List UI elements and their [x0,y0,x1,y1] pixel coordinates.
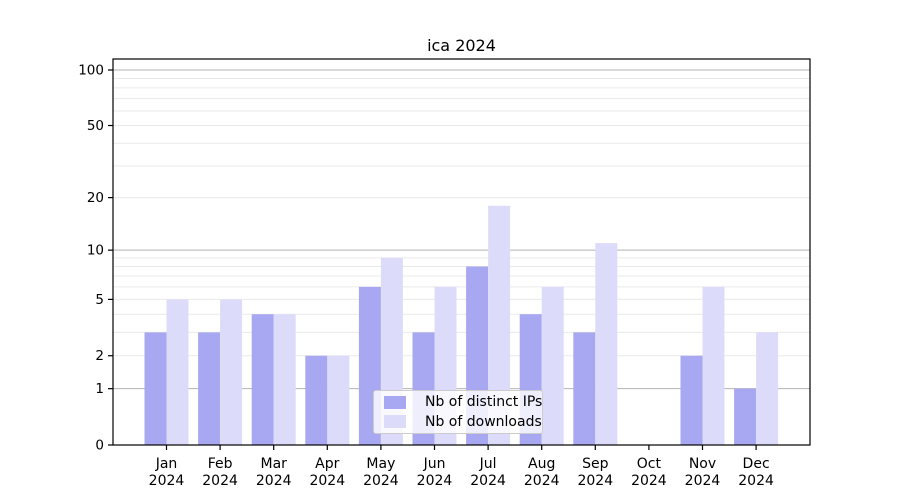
bar-nb-of-downloads-jul-2024 [488,205,511,445]
bar-nb-of-distinct-ips-sep-2024 [573,332,596,445]
x-tick-label-month: Mar [260,456,287,472]
bar-nb-of-downloads-mar-2024 [273,314,296,445]
y-tick-label: 100 [78,62,104,78]
y-tick-label: 0 [95,438,104,454]
bar-nb-of-downloads-sep-2024 [595,243,618,445]
legend-swatch-downloads-icon [384,415,406,429]
y-tick-label: 50 [87,118,104,134]
y-tick-label: 20 [87,190,104,206]
x-tick-label-year: 2024 [363,473,399,489]
x-tick-label-month: May [366,456,395,472]
y-tick-label: 10 [87,243,104,259]
bar-nb-of-distinct-ips-jan-2024 [144,332,167,445]
x-tick-label-month: Dec [743,456,770,472]
x-tick-label-year: 2024 [470,473,506,489]
legend-item-distinct-ips: Nb of distinct IPs [384,394,542,410]
bar-nb-of-distinct-ips-dec-2024 [734,388,757,445]
bar-nb-of-downloads-nov-2024 [702,286,725,445]
bar-nb-of-distinct-ips-feb-2024 [198,332,221,445]
bar-nb-of-downloads-jan-2024 [166,299,189,445]
bar-nb-of-downloads-apr-2024 [327,355,350,445]
bar-nb-of-downloads-aug-2024 [541,286,564,445]
legend-swatch-distinct-ips-icon [384,395,406,409]
legend-item-downloads: Nb of downloads [384,414,542,430]
x-tick-label-year: 2024 [149,473,185,489]
x-tick-label-year: 2024 [417,473,453,489]
x-tick-label-month: Apr [315,456,339,472]
x-tick-label-year: 2024 [631,473,667,489]
bar-nb-of-downloads-feb-2024 [220,299,243,445]
x-tick-label-month: Jun [423,456,446,472]
bar-nb-of-distinct-ips-mar-2024 [251,314,274,445]
x-tick-label-month: Sep [582,456,609,472]
y-tick-label: 1 [95,381,104,397]
bar-nb-of-distinct-ips-nov-2024 [680,355,703,445]
x-tick-label-year: 2024 [577,473,613,489]
chart-title: ica 2024 [427,36,496,55]
x-tick-label-month: Jul [479,456,497,472]
x-tick-label-year: 2024 [202,473,238,489]
chart-legend: Nb of distinct IPs Nb of downloads [373,390,543,434]
x-tick-label-month: Nov [689,456,716,472]
y-tick-label: 5 [95,292,104,308]
x-tick-label-month: Oct [637,456,662,472]
y-tick-label: 2 [95,348,104,364]
legend-label-distinct-ips: Nb of distinct IPs [425,394,543,411]
x-tick-label-month: Jan [155,456,178,472]
x-tick-label-year: 2024 [309,473,345,489]
x-tick-label-month: Feb [208,456,233,472]
axes-frame [112,58,811,446]
x-tick-label-year: 2024 [524,473,560,489]
x-tick-label-year: 2024 [738,473,774,489]
legend-label-downloads: Nb of downloads [425,413,542,430]
bar-nb-of-downloads-dec-2024 [756,332,779,445]
bar-nb-of-distinct-ips-apr-2024 [305,355,328,445]
x-tick-label-year: 2024 [256,473,292,489]
x-tick-label-month: Aug [528,456,555,472]
x-tick-label-year: 2024 [685,473,721,489]
